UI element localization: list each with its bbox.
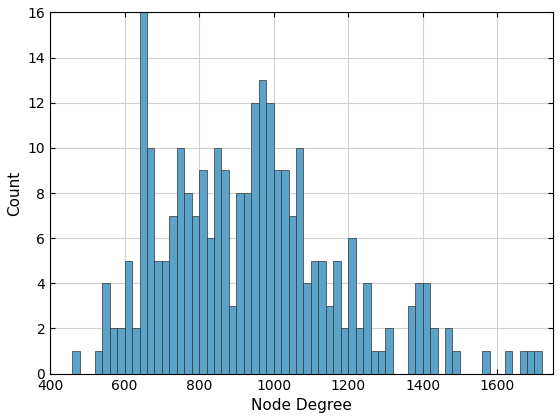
Bar xyxy=(244,193,251,374)
Bar xyxy=(363,284,371,374)
Bar xyxy=(147,148,155,374)
Bar xyxy=(259,80,266,374)
Bar xyxy=(340,328,348,374)
Bar xyxy=(445,328,452,374)
Bar xyxy=(229,306,236,374)
Bar xyxy=(72,351,80,374)
X-axis label: Node Degree: Node Degree xyxy=(251,398,352,413)
Bar xyxy=(236,193,244,374)
Bar xyxy=(169,215,177,374)
Bar xyxy=(184,193,192,374)
Bar xyxy=(505,351,512,374)
Bar xyxy=(102,284,110,374)
Bar xyxy=(520,351,527,374)
Bar xyxy=(251,103,259,374)
Bar xyxy=(385,328,393,374)
Bar xyxy=(408,306,415,374)
Y-axis label: Count: Count xyxy=(7,171,22,215)
Bar xyxy=(222,171,229,374)
Bar xyxy=(326,306,333,374)
Bar xyxy=(318,261,326,374)
Bar xyxy=(311,261,318,374)
Bar xyxy=(304,284,311,374)
Bar xyxy=(162,261,169,374)
Bar xyxy=(378,351,385,374)
Bar xyxy=(423,284,430,374)
Bar xyxy=(527,351,534,374)
Bar xyxy=(177,148,184,374)
Bar xyxy=(214,148,222,374)
Bar xyxy=(132,328,139,374)
Bar xyxy=(333,261,340,374)
Bar xyxy=(452,351,460,374)
Bar xyxy=(125,261,132,374)
Bar xyxy=(281,171,288,374)
Bar xyxy=(356,328,363,374)
Bar xyxy=(199,171,207,374)
Bar xyxy=(430,328,437,374)
Bar xyxy=(288,215,296,374)
Bar xyxy=(296,148,304,374)
Bar xyxy=(274,171,281,374)
Bar xyxy=(348,238,356,374)
Bar xyxy=(482,351,490,374)
Bar xyxy=(192,215,199,374)
Bar xyxy=(110,328,117,374)
Bar xyxy=(155,261,162,374)
Bar xyxy=(117,328,125,374)
Bar xyxy=(534,351,542,374)
Bar xyxy=(95,351,102,374)
Bar xyxy=(139,13,147,374)
Bar xyxy=(415,284,423,374)
Bar xyxy=(266,103,274,374)
Bar xyxy=(207,238,214,374)
Bar xyxy=(371,351,378,374)
